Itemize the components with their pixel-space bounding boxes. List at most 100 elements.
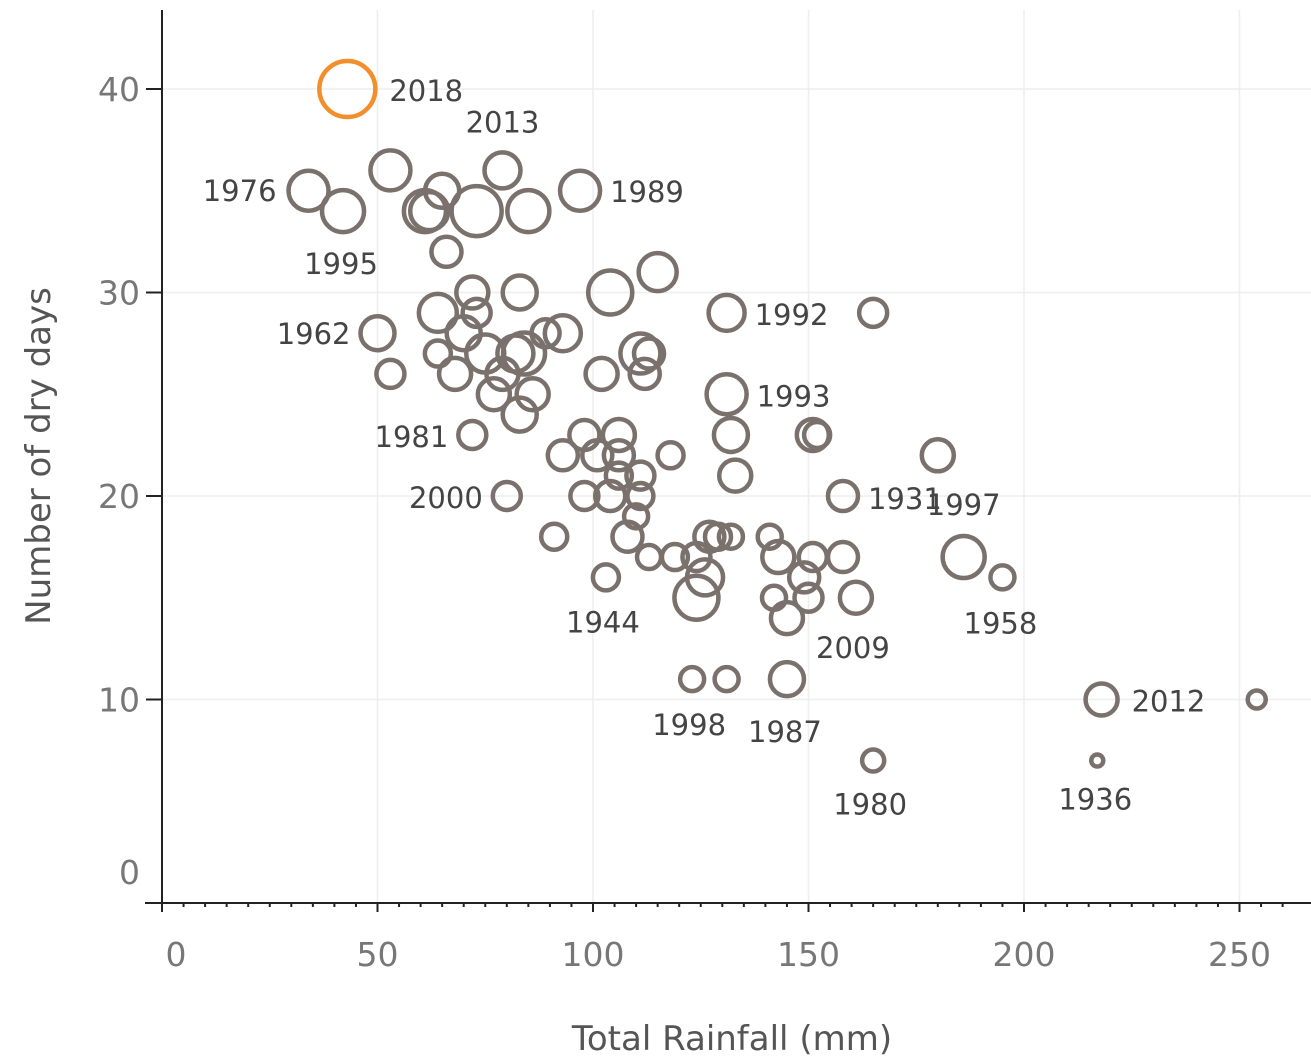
x-tick-label: 200 <box>993 935 1056 974</box>
data-point <box>760 538 797 576</box>
data-point <box>755 522 784 551</box>
grid-lines <box>162 10 1311 904</box>
data-point <box>801 419 833 451</box>
data-point <box>627 356 662 392</box>
data-point <box>767 659 807 699</box>
y-tick-label: 10 <box>98 681 140 720</box>
data-point <box>422 338 454 369</box>
point-label: 1992 <box>755 298 829 332</box>
point-label: 2012 <box>1132 685 1206 719</box>
data-point <box>475 376 513 413</box>
point-label: 1958 <box>964 606 1038 640</box>
data-point <box>416 291 460 335</box>
data-point <box>358 313 397 353</box>
data-point <box>583 355 620 393</box>
data-point <box>702 521 734 552</box>
data-point <box>940 533 987 581</box>
data-point <box>429 234 464 270</box>
data-point <box>631 336 667 371</box>
x-tick-label: 250 <box>1208 935 1271 974</box>
data-point <box>677 664 707 694</box>
point-label: 1995 <box>304 247 378 281</box>
point-label: 1976 <box>203 174 277 208</box>
point-label: 1980 <box>833 788 907 822</box>
data-point <box>600 416 638 454</box>
data-point <box>624 459 657 492</box>
y-tick-label: 30 <box>98 274 140 313</box>
axes: 0 50 100 150 200 250 0 10 20 30 40 <box>98 10 1311 974</box>
data-point <box>856 296 890 330</box>
data-point <box>514 376 551 413</box>
data-point <box>542 312 584 354</box>
point-label: 1962 <box>277 317 351 351</box>
data-point <box>859 747 887 774</box>
data-point <box>500 273 539 312</box>
data-point <box>712 664 741 694</box>
y-tick-label: 20 <box>98 477 140 516</box>
data-point <box>603 460 635 491</box>
data-point <box>585 268 635 317</box>
point-label: 1993 <box>757 379 831 413</box>
point-label: 1944 <box>566 605 640 639</box>
data-point <box>988 563 1017 592</box>
data-point <box>580 438 615 473</box>
y-tick-label: 0 <box>119 853 140 892</box>
data-point <box>568 479 601 513</box>
data-point <box>706 292 747 334</box>
point-label: 2013 <box>466 105 540 139</box>
data-point <box>454 274 491 311</box>
data-point <box>460 296 493 330</box>
data-points <box>286 58 1268 774</box>
data-point <box>825 478 861 514</box>
data-point <box>672 573 721 622</box>
data-point <box>837 579 875 616</box>
data-point <box>601 438 637 473</box>
data-point <box>768 599 806 637</box>
x-tick-label: 100 <box>562 935 625 974</box>
data-point <box>625 480 656 512</box>
point-label: 1936 <box>1058 783 1132 817</box>
point-label: 1998 <box>652 708 726 742</box>
data-point <box>590 562 622 593</box>
point-label: 1987 <box>748 715 822 749</box>
data-point <box>634 542 664 572</box>
y-tick-label: 40 <box>98 70 140 109</box>
data-point <box>456 418 489 452</box>
data-point <box>792 581 825 614</box>
data-point <box>538 521 570 552</box>
data-point <box>1245 688 1268 711</box>
data-point <box>500 330 548 377</box>
data-point <box>786 560 822 595</box>
data-point <box>482 150 523 191</box>
data-point <box>610 519 645 554</box>
x-tick-label: 0 <box>166 935 187 974</box>
data-point <box>659 541 691 573</box>
data-point <box>1083 681 1120 718</box>
data-point <box>621 502 651 531</box>
data-point-highlight <box>317 58 378 120</box>
x-axis-title: Total Rainfall (mm) <box>571 1019 892 1059</box>
data-point <box>407 189 451 233</box>
data-point <box>368 148 413 193</box>
data-point <box>436 355 474 393</box>
data-point <box>545 438 581 473</box>
y-axis-title: Number of dry days <box>19 287 59 625</box>
data-point <box>286 168 331 213</box>
data-point <box>680 540 713 574</box>
x-tick-label: 50 <box>357 935 399 974</box>
data-point <box>490 479 524 513</box>
data-point <box>505 187 552 235</box>
data-point <box>557 168 603 213</box>
data-point <box>374 357 407 391</box>
point-label: 1989 <box>610 175 684 209</box>
data-point <box>449 183 504 239</box>
data-point <box>484 355 521 393</box>
point-label: 2009 <box>816 631 890 665</box>
data-point <box>716 457 754 494</box>
point-labels: 2018 1976 1995 2013 1989 1962 1981 1992 1993 2000… <box>203 74 1206 822</box>
data-point <box>704 372 749 417</box>
point-label: 2000 <box>409 481 483 515</box>
data-point <box>716 522 746 551</box>
point-label: 1997 <box>927 488 1001 522</box>
